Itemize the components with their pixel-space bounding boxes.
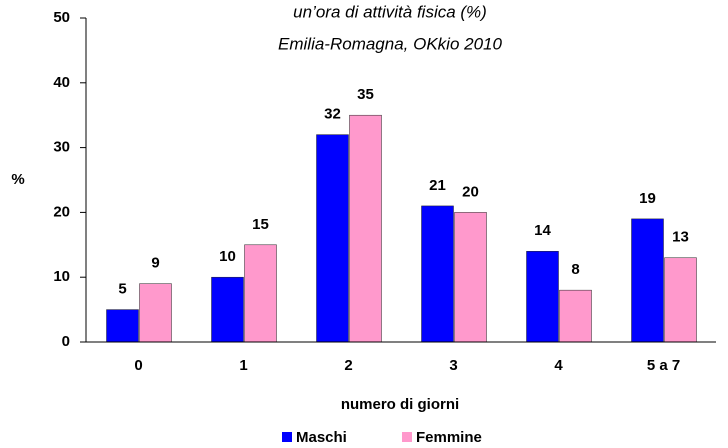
y-tick-label: 40 [53,74,70,91]
y-tick-label: 0 [62,333,70,350]
bar [316,134,349,343]
value-label: 32 [324,106,341,123]
y-tick-label: 50 [53,9,70,26]
value-label: 8 [571,261,579,278]
x-tick-label: 0 [134,357,142,374]
bar [526,251,559,343]
chart-title: un’ora di attività fisica (%) [293,2,487,21]
legend-swatch [402,432,412,442]
value-label: 13 [672,229,689,246]
bar [244,244,277,343]
value-label: 10 [219,248,236,265]
bar [631,218,664,343]
value-label: 19 [639,190,656,207]
value-label: 35 [357,86,374,103]
x-tick-label: 1 [239,357,247,374]
bar [421,205,454,343]
y-tick-label: 20 [53,203,70,220]
legend-label: Maschi [296,429,347,446]
legend-swatch [282,432,292,442]
x-axis-label: numero di giorni [341,396,459,413]
value-label: 15 [252,216,269,233]
x-tick-label: 4 [554,357,563,374]
bar [454,212,487,343]
bar [139,283,172,343]
bar [211,276,244,343]
bar [349,114,382,343]
value-label: 5 [118,281,126,298]
y-tick-label: 30 [53,139,70,156]
legend-label: Femmine [416,429,482,446]
y-axis-label: % [11,171,24,188]
chart-subtitle: Emilia-Romagna, OKkio 2010 [278,34,502,53]
bar [106,309,139,343]
y-tick-label: 10 [53,268,70,285]
bar [664,257,697,343]
x-tick-label: 3 [449,357,457,374]
x-tick-label: 2 [344,357,352,374]
bar [559,289,592,343]
x-tick-label: 5 a 7 [647,357,680,374]
value-label: 14 [534,222,551,239]
value-label: 21 [429,177,446,194]
value-label: 9 [151,255,159,272]
value-label: 20 [462,183,479,200]
